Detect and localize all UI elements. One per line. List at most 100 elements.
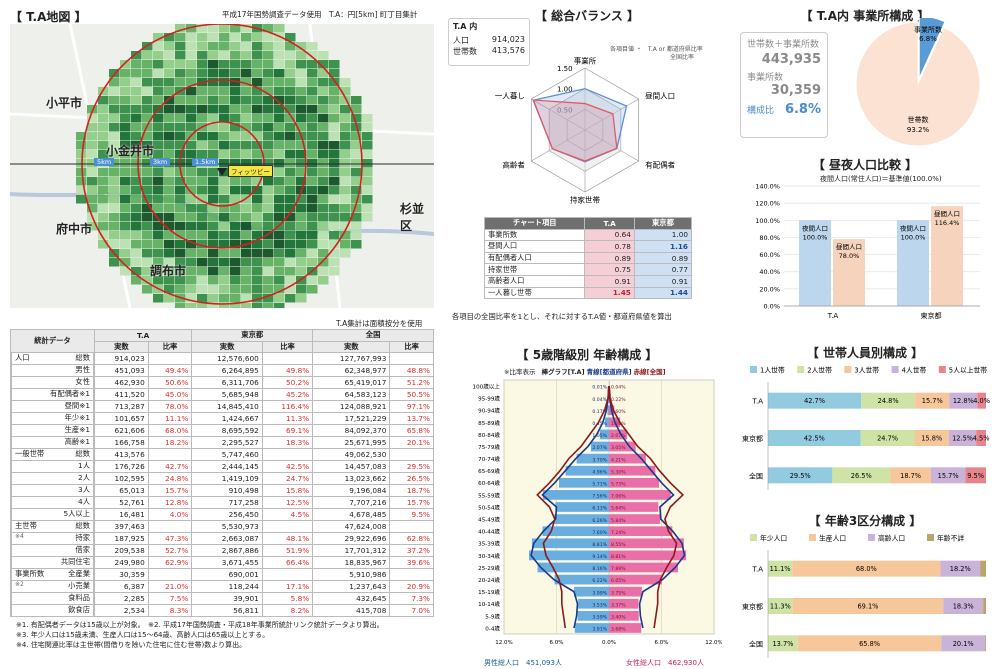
density-block: [230, 159, 241, 168]
footnote: ※3. 年少人口は15歳未満、生産人口は15～64歳、高齢人口は65歳以上とする…: [16, 631, 270, 640]
density-block: [153, 87, 164, 96]
pyramid-male-value: 4.96%: [592, 469, 607, 475]
density-block: [87, 186, 98, 195]
stats-row-label: 2人: [11, 473, 94, 485]
density-block: [131, 177, 142, 186]
agegroup-segment: [940, 560, 981, 577]
center-marker[interactable]: [217, 168, 227, 176]
density-block: [208, 249, 219, 258]
density-block: [164, 177, 175, 186]
density-block: [131, 69, 142, 78]
density-block: [340, 141, 351, 150]
ta-summary-box: T.A 内 人口 914,023 世帯数 413,576: [448, 18, 530, 66]
daynight-category: 東京都: [921, 311, 942, 320]
household-category: 全国: [749, 471, 763, 480]
density-block: [219, 69, 230, 78]
daynight-bar-value: 78.0%: [839, 252, 860, 260]
density-block: [318, 168, 329, 177]
density-block: [98, 204, 109, 213]
stats-item-label: 持家: [75, 533, 90, 543]
density-block: [296, 195, 307, 204]
density-block: [186, 159, 197, 168]
density-block: [208, 87, 219, 96]
density-block: [131, 258, 142, 267]
household-segment-label: 15.8%: [921, 435, 942, 443]
stats-count-cell: 256,450: [191, 508, 263, 522]
density-block: [263, 240, 274, 249]
density-block: [340, 222, 351, 231]
pyramid-female-value: 8.81%: [611, 554, 626, 560]
pyramid-age-label: 55-59歳: [478, 491, 500, 499]
density-block: [197, 213, 208, 222]
density-block: [164, 267, 175, 276]
density-block: [351, 132, 362, 141]
pyramid-female-bar: [609, 465, 656, 476]
density-block: [76, 132, 87, 141]
density-block: [197, 285, 208, 294]
stats-item-label: 3人: [78, 485, 90, 495]
age-pyramid-chart: 100歳以上 0.01% 0.04% 95-99歳 0.04% 0.22% 90-94歳 0.…: [473, 379, 722, 646]
density-block: [329, 249, 340, 258]
daynight-bar-label: 夜間人口: [802, 223, 828, 232]
balance-row: 事業所数 0.64 1.00: [483, 228, 693, 242]
density-block: [186, 123, 197, 132]
density-block: [153, 249, 164, 258]
stats-ratio-cell: 42.5%: [261, 460, 314, 474]
density-block: [98, 96, 109, 105]
pyramid-age-label: 35-39歳: [478, 540, 500, 548]
map-view[interactable]: 小平市 小金井市 府中市 調布市 杉並区 5km 3km 1.5km フィッツビ…: [10, 24, 434, 308]
density-block: [175, 177, 186, 186]
daynight-bar: [897, 220, 929, 306]
stats-item-label: 総数: [75, 449, 90, 459]
density-block: [219, 78, 230, 87]
density-block: [175, 105, 186, 114]
density-block: [164, 285, 175, 294]
place-label: 府中市: [56, 222, 93, 236]
stats-count-cell: 713,287: [94, 400, 149, 414]
density-block: [208, 69, 219, 78]
density-block: [164, 51, 175, 60]
density-block: [208, 258, 219, 267]
stats-ratio-cell: [261, 352, 314, 366]
density-block: [142, 195, 153, 204]
density-block: [285, 177, 296, 186]
density-block: [87, 141, 98, 150]
density-block: [131, 114, 142, 123]
household-segment: [976, 430, 986, 446]
density-block: [142, 78, 153, 87]
density-block: [329, 267, 340, 276]
stats-row-label: 男性: [11, 365, 94, 377]
office-value-ratio: 6.8%: [784, 102, 821, 117]
center-label: フィッツビー: [228, 165, 273, 177]
density-block: [340, 105, 351, 114]
daynight-bar: [799, 220, 831, 306]
density-block: [307, 195, 318, 204]
density-block: [362, 141, 373, 150]
density-block: [219, 240, 230, 249]
density-block: [164, 96, 175, 105]
density-block: [153, 222, 164, 231]
density-block: [175, 96, 186, 105]
density-block: [340, 123, 351, 132]
daynight-bar-value: 100.0%: [803, 233, 828, 241]
stats-ratio-cell: [261, 520, 314, 534]
density-block: [175, 258, 186, 267]
density-block: [362, 186, 373, 195]
density-block: [153, 60, 164, 69]
density-block: [318, 195, 329, 204]
density-block: [340, 204, 351, 213]
density-block: [318, 123, 329, 132]
density-block: [186, 231, 197, 240]
density-block: [285, 276, 296, 285]
pyramid-male-value: 5.71%: [592, 481, 607, 487]
female-total: 女性総人口 462,930人: [626, 658, 704, 668]
density-block: [285, 285, 296, 294]
density-block: [197, 150, 208, 159]
stats-item-label: 女性: [75, 377, 90, 387]
pyramid-female-value: 7.89%: [611, 566, 626, 572]
density-block: [131, 249, 142, 258]
household-segment-label: 12.8%: [953, 397, 974, 405]
density-block: [263, 87, 274, 96]
stats-count-cell: 5,530,973: [191, 520, 263, 534]
density-block: [153, 213, 164, 222]
